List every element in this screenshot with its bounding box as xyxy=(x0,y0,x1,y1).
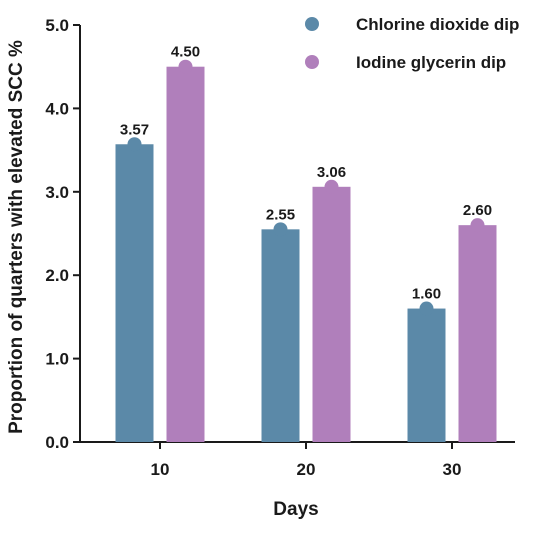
x-axis-title: Days xyxy=(273,499,318,520)
y-tick-label: 4.0 xyxy=(45,99,69,118)
legend-label: Iodine glycerin dip xyxy=(356,53,506,72)
legend: Chlorine dioxide dip Iodine glycerin dip xyxy=(305,15,519,72)
bar-chlorine-20 xyxy=(261,229,300,442)
bar-point-marker xyxy=(470,218,485,233)
data-label: 3.06 xyxy=(317,164,346,181)
x-tick-label: 10 xyxy=(151,460,170,479)
bar-point-marker xyxy=(273,222,288,237)
x-tick-label: 30 xyxy=(443,460,462,479)
y-tick-label: 1.0 xyxy=(45,350,69,369)
legend-label: Chlorine dioxide dip xyxy=(356,15,519,34)
y-tick-label: 3.0 xyxy=(45,183,69,202)
bar-chlorine-30 xyxy=(407,308,446,442)
y-tick-label: 0.0 xyxy=(45,433,69,452)
legend-marker xyxy=(305,17,319,31)
data-label: 2.60 xyxy=(463,202,492,219)
bar-chlorine-10 xyxy=(115,144,154,442)
bar-iodine-20 xyxy=(312,186,351,442)
legend-marker xyxy=(305,55,319,69)
bar-point-marker xyxy=(127,137,142,152)
bar-point-marker xyxy=(178,59,193,74)
bars: 3.57 4.50 2.55 3.06 1.60 2.60 xyxy=(115,44,497,442)
bar-point-marker xyxy=(324,179,339,194)
bar-iodine-10 xyxy=(166,66,205,442)
x-tick-label: 20 xyxy=(297,460,316,479)
bar-point-marker xyxy=(419,301,434,316)
data-label: 1.60 xyxy=(412,286,441,303)
y-axis-title: Proportion of quarters with elevated SCC… xyxy=(6,40,27,434)
y-tick-label: 5.0 xyxy=(45,16,69,35)
y-tick-label: 2.0 xyxy=(45,266,69,285)
data-label: 3.57 xyxy=(120,121,149,138)
data-label: 2.55 xyxy=(266,206,295,223)
data-label: 4.50 xyxy=(171,44,200,61)
bar-iodine-30 xyxy=(458,225,497,442)
